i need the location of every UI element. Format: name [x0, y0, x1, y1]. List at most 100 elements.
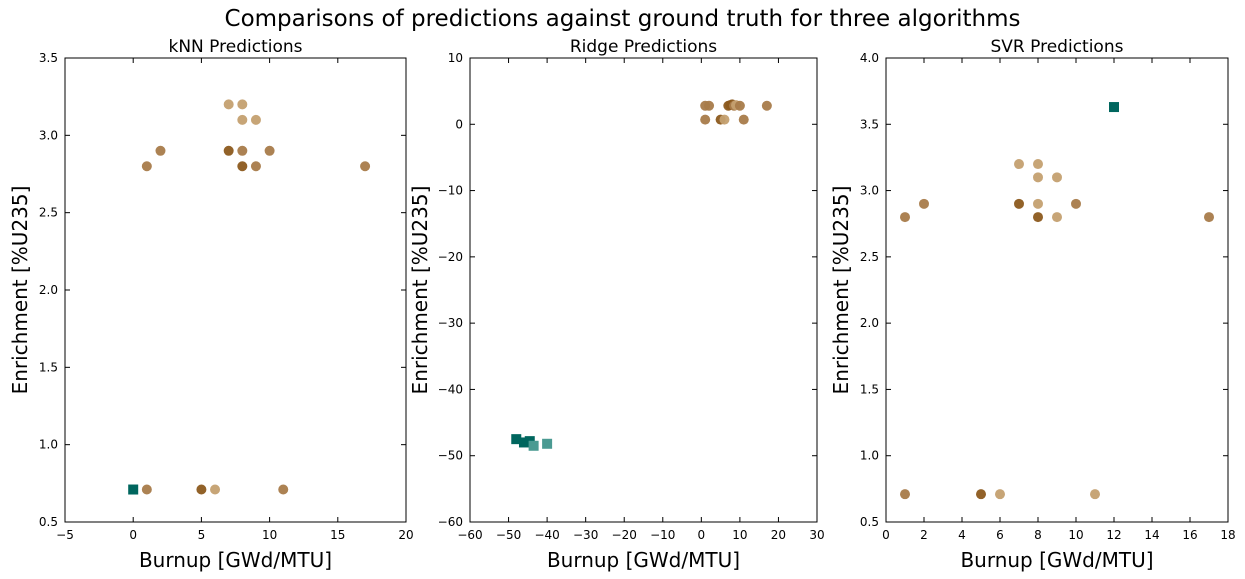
x-tick-label: 5: [198, 528, 206, 542]
y-tick-label: 2.5: [860, 250, 879, 264]
prediction-point: [264, 145, 275, 156]
y-tick-label: 1.0: [39, 438, 58, 452]
x-tick-label: −50: [496, 528, 521, 542]
y-tick-label: 2.0: [39, 283, 58, 297]
prediction-point: [237, 114, 248, 125]
x-tick-label: −20: [612, 528, 637, 542]
y-axis-label: Enrichment [%U235]: [408, 186, 432, 395]
prediction-point: [237, 161, 248, 172]
x-tick-label: 6: [996, 528, 1004, 542]
y-tick-label: 1.5: [860, 382, 879, 396]
y-tick-label: 3.0: [860, 184, 879, 198]
prediction-point: [1033, 212, 1043, 223]
x-tick-label: 18: [1220, 528, 1235, 542]
figure-title: Comparisons of predictions against groun…: [224, 6, 1021, 32]
prediction-point: [995, 489, 1005, 500]
y-tick-label: 0.5: [39, 515, 58, 529]
x-axis-label: Burnup [GWd/MTU]: [547, 548, 740, 572]
prediction-point: [919, 198, 929, 209]
prediction-point: [223, 145, 234, 156]
prediction-point: [1033, 172, 1043, 183]
prediction-point: [237, 99, 248, 110]
y-tick-label: 0: [455, 117, 463, 131]
x-tick-label: −10: [650, 528, 675, 542]
y-tick-label: 3.0: [39, 128, 58, 142]
ground-truth-point: [1109, 102, 1119, 113]
prediction-point: [237, 145, 248, 156]
ground-truth-point: [518, 437, 529, 448]
prediction-point: [250, 161, 261, 172]
knn-panel: −5 0 5 10 15 20 0.5 1.0 1.5 2.0 2.5 3.0 3.5 kNN Predi…: [8, 37, 414, 572]
prediction-point: [761, 100, 772, 111]
ground-truth-point: [528, 440, 539, 451]
ridge-panel: −60 −50 −40 −30 −20 −10 0 10 20 30 −60 −50 −40 −30 −20…: [408, 37, 825, 572]
x-tick-label: −30: [573, 528, 598, 542]
prediction-point: [141, 161, 152, 172]
prediction-point: [734, 100, 745, 111]
prediction-point: [223, 99, 234, 110]
x-tick-label: 20: [771, 528, 786, 542]
x-tick-label: 20: [398, 528, 413, 542]
prediction-point: [360, 161, 371, 172]
y-tick-label: −40: [438, 382, 463, 396]
x-tick-label: 12: [1106, 528, 1121, 542]
plot-area: [885, 57, 1229, 523]
y-tick-label: 10: [448, 51, 463, 65]
x-axis-label: Burnup [GWd/MTU]: [139, 548, 332, 572]
y-tick-label: −10: [438, 184, 463, 198]
y-tick-label: 4.0: [860, 51, 879, 65]
prediction-point: [1014, 198, 1024, 209]
subplot-title: kNN Predictions: [169, 37, 303, 57]
prediction-point: [196, 484, 207, 495]
prediction-point: [900, 489, 910, 500]
x-tick-label: 15: [330, 528, 345, 542]
prediction-point: [719, 114, 730, 125]
prediction-point: [1204, 212, 1214, 223]
prediction-point: [738, 114, 749, 125]
x-tick-label: −40: [534, 528, 559, 542]
x-tick-label: 16: [1182, 528, 1197, 542]
x-tick-label: 4: [958, 528, 966, 542]
prediction-point: [1052, 172, 1062, 183]
prediction-point: [1033, 198, 1043, 209]
prediction-point: [700, 114, 711, 125]
prediction-point: [976, 489, 986, 500]
plot-area: [64, 57, 407, 523]
prediction-point: [1090, 489, 1100, 500]
y-tick-label: −30: [438, 316, 463, 330]
y-tick-label: 1.0: [860, 449, 879, 463]
prediction-point: [278, 484, 289, 495]
y-tick-label: −20: [438, 250, 463, 264]
plot-area: [469, 57, 818, 523]
y-tick-label: 3.5: [860, 117, 879, 131]
ground-truth-point: [128, 484, 139, 495]
prediction-point: [210, 484, 221, 495]
x-tick-label: 0: [882, 528, 890, 542]
x-tick-label: 10: [262, 528, 277, 542]
prediction-point: [1033, 159, 1043, 170]
x-tick-label: 8: [1034, 528, 1042, 542]
y-axis-label: Enrichment [%U235]: [8, 186, 32, 395]
x-tick-label: −5: [56, 528, 74, 542]
x-tick-label: 0: [698, 528, 706, 542]
y-tick-label: 3.5: [39, 51, 58, 65]
prediction-point: [250, 114, 261, 125]
prediction-point: [1014, 159, 1024, 170]
x-tick-label: 0: [129, 528, 137, 542]
y-tick-label: 1.5: [39, 360, 58, 374]
svr-panel: 0 2 4 6 8 10 12 14 16 18 0.5 1.0 1.5 2.0 2.5 3.0 3.5 4.0 S…: [829, 37, 1236, 572]
ground-truth-point: [511, 434, 522, 445]
x-tick-label: 30: [809, 528, 824, 542]
prediction-point: [1071, 198, 1081, 209]
y-tick-label: 0.5: [860, 515, 879, 529]
x-tick-label: 10: [732, 528, 747, 542]
y-tick-label: −60: [438, 515, 463, 529]
y-axis-label: Enrichment [%U235]: [829, 186, 853, 395]
prediction-point: [155, 145, 166, 156]
x-tick-label: 2: [920, 528, 928, 542]
prediction-point: [900, 212, 910, 223]
y-tick-label: 2.0: [860, 316, 879, 330]
x-axis-label: Burnup [GWd/MTU]: [960, 548, 1153, 572]
x-tick-label: −60: [457, 528, 482, 542]
